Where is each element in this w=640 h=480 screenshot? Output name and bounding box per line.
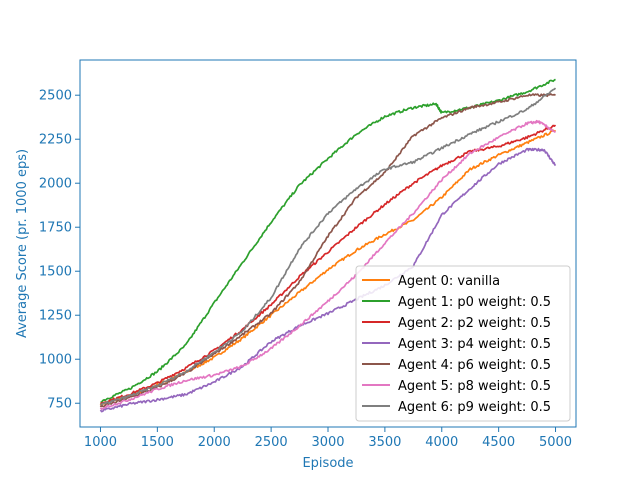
legend-label: Agent 6: p9 weight: 0.5 — [398, 400, 551, 415]
y-tick-label: 1250 — [39, 309, 72, 324]
legend-label: Agent 1: p0 weight: 0.5 — [398, 295, 551, 310]
y-tick-label: 1000 — [39, 353, 72, 368]
x-tick-label: 2500 — [255, 435, 288, 450]
legend-label: Agent 2: p2 weight: 0.5 — [398, 316, 551, 331]
x-tick-label: 1000 — [84, 435, 117, 450]
series-layer — [99, 78, 557, 413]
y-tick-label: 1750 — [39, 221, 72, 236]
series-line-agent-0 — [99, 129, 557, 406]
series-line-agent-3 — [99, 147, 557, 413]
x-axis-label: Episode — [302, 456, 353, 471]
y-axis: 750 1000 1250 1500 1750 2000 2250 2500 — [39, 89, 80, 412]
x-tick-label: 3500 — [368, 435, 401, 450]
x-tick-label: 5000 — [539, 435, 572, 450]
x-tick-label: 4500 — [482, 435, 515, 450]
y-tick-label: 2500 — [39, 89, 72, 104]
legend-label: Agent 3: p4 weight: 0.5 — [398, 337, 551, 352]
y-tick-label: 2000 — [39, 177, 72, 192]
legend-label: Agent 0: vanilla — [398, 274, 500, 289]
legend-label: Agent 4: p6 weight: 0.5 — [398, 358, 551, 373]
x-tick-label: 3000 — [311, 435, 344, 450]
series-line-agent-4 — [99, 93, 556, 408]
y-tick-label: 2250 — [39, 133, 72, 148]
legend-box — [355, 265, 571, 422]
y-tick-label: 1500 — [39, 265, 72, 280]
legend: Agent 0: vanilla Agent 1: p0 weight: 0.5 A… — [355, 265, 571, 422]
series-line-agent-5 — [99, 119, 556, 411]
x-tick-label: 2000 — [198, 435, 231, 450]
legend-label: Agent 5: p8 weight: 0.5 — [398, 379, 551, 394]
x-tick-label: 4000 — [425, 435, 458, 450]
y-axis-label: Average Score (pr. 1000 eps) — [15, 149, 30, 338]
x-axis: 1000 1500 2000 2500 3000 3500 4000 4500 5000 — [84, 427, 572, 450]
series-line-agent-6 — [100, 87, 557, 406]
y-tick-label: 750 — [47, 397, 72, 412]
x-tick-label: 1500 — [141, 435, 174, 450]
